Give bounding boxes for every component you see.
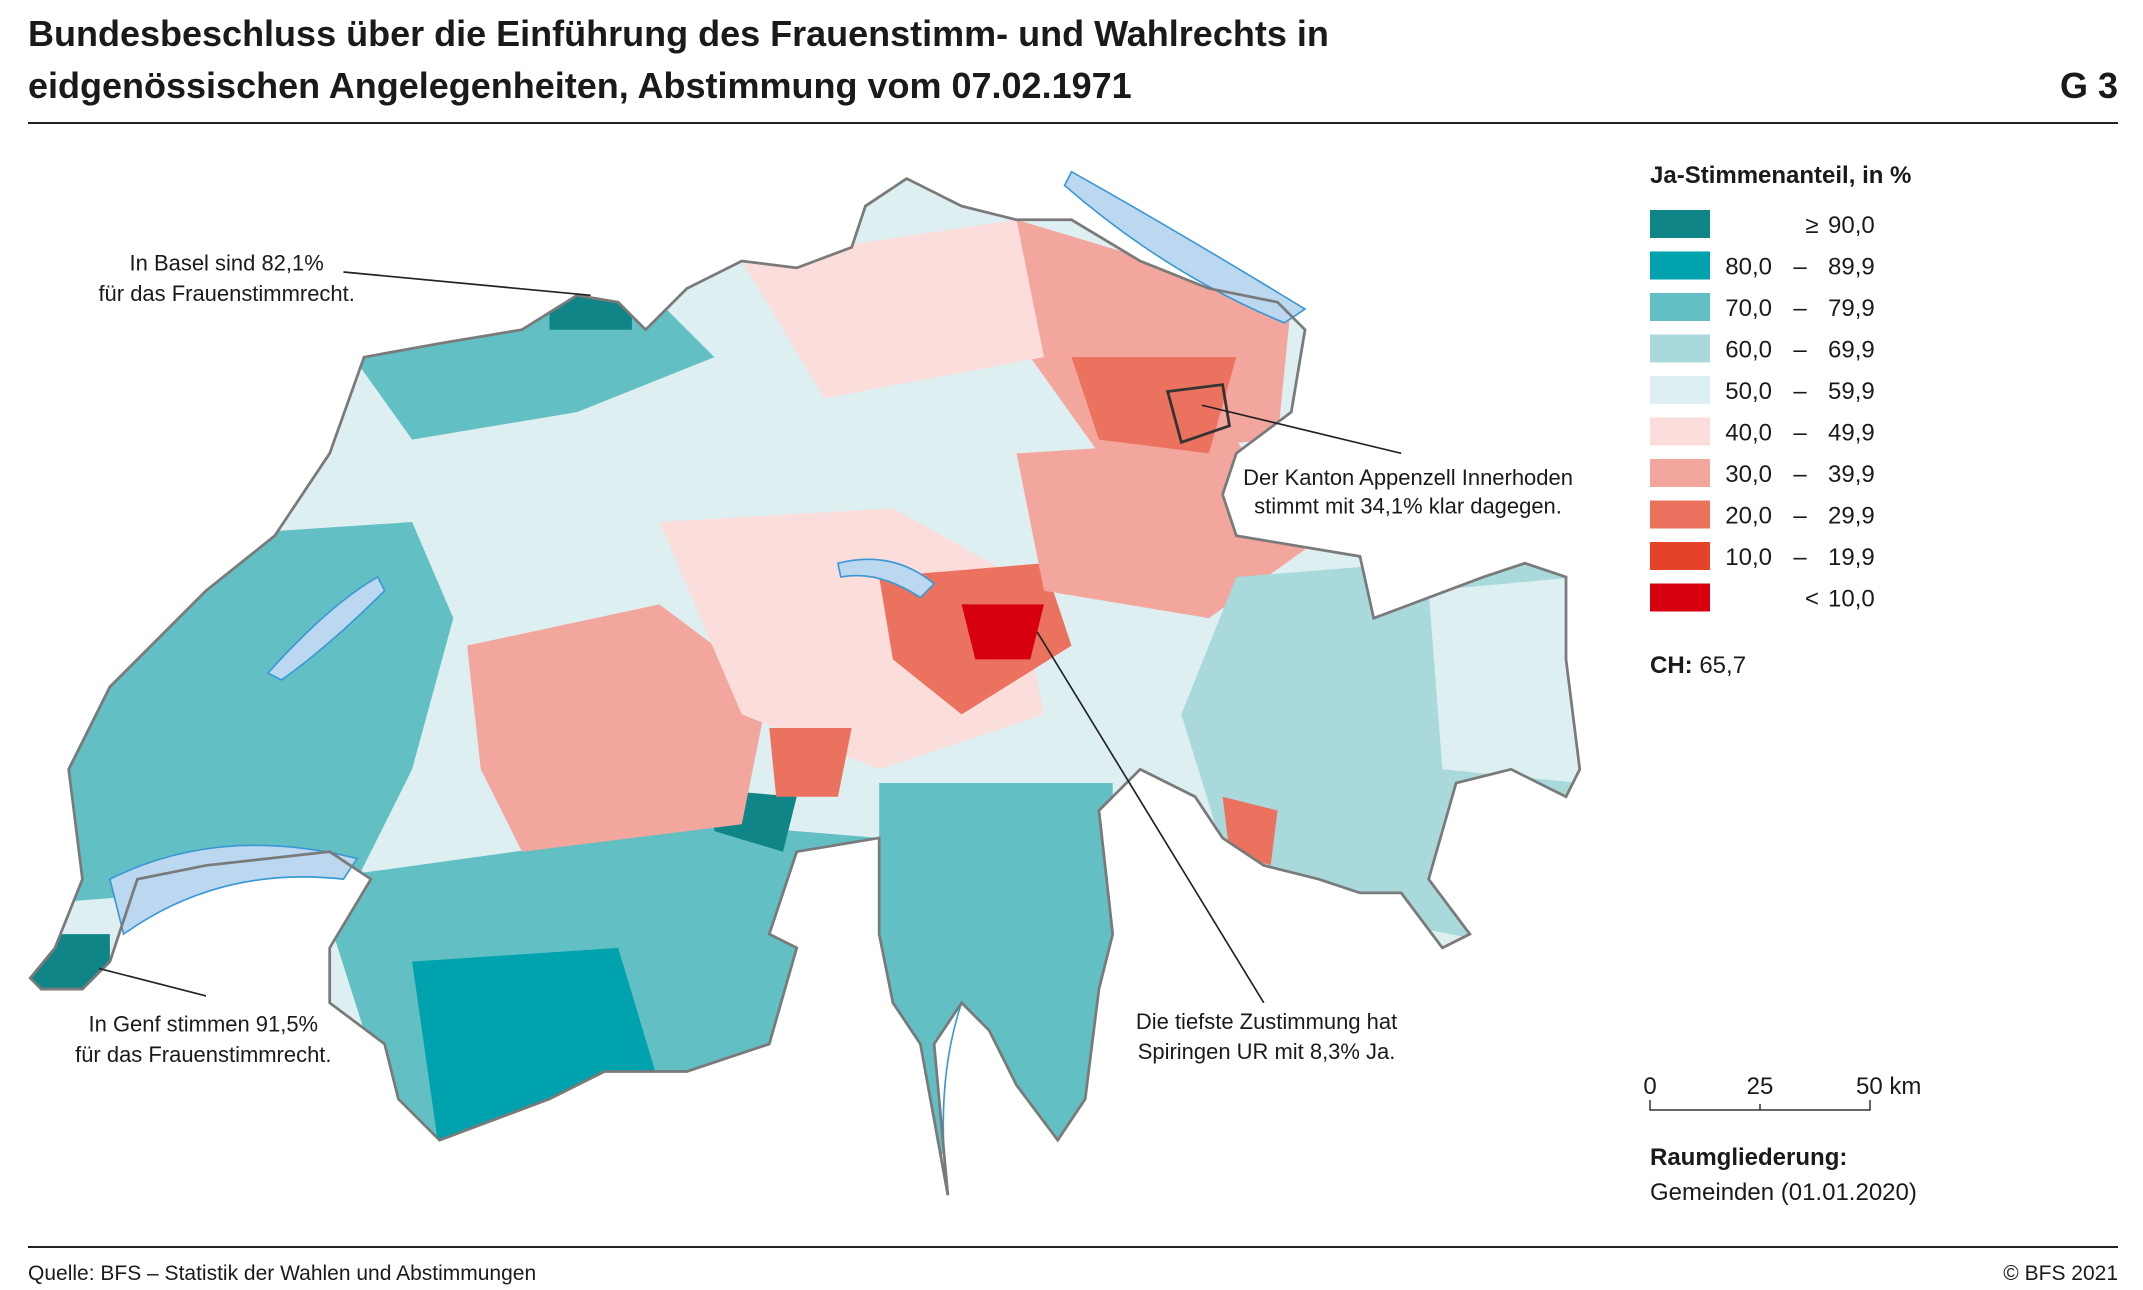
legend-dash: – [1793,420,1807,447]
annotation: für das Frauenstimmrecht. [98,281,354,306]
annotations: In Basel sind 82,1% für das Frauenstimmr… [75,251,1573,1067]
figure-label: G 3 [2060,65,2118,106]
legend-from: 40,0 [1725,420,1772,447]
annotation: Die tiefste Zustimmung hat [1136,1009,1397,1034]
legend-dash: < [1805,586,1819,613]
leaders [98,271,1402,1004]
map: In Basel sind 82,1% für das Frauenstimmr… [28,170,1582,1197]
legend-to: 10,0 [1828,586,1875,613]
legend-to: 39,9 [1828,461,1875,488]
legend-dash: – [1793,544,1807,571]
legend-dash: – [1793,503,1807,530]
legend-swatch [1650,293,1710,321]
legend-to: 59,9 [1828,378,1875,405]
annotation: für das Frauenstimmrecht. [75,1042,331,1067]
legend-swatch [1650,210,1710,238]
legend-swatch [1650,417,1710,446]
legend-from: 10,0 [1725,544,1772,571]
legend-to: 49,9 [1828,420,1875,447]
annotation: In Basel sind 82,1% [130,251,324,276]
source: Quelle: BFS – Statistik der Wahlen und A… [28,1262,536,1285]
legend-dash: – [1793,378,1807,405]
legend-swatch [1650,251,1710,280]
spatial-title: Raumgliederung: [1650,1144,1847,1171]
title-line: Bundesbeschluss über die Einführung des … [28,13,1329,54]
annotation: Der Kanton Appenzell Innerhoden [1243,465,1573,490]
legend-swatch [1650,542,1710,570]
legend-to: 79,9 [1828,295,1875,322]
total: CH: 65,7 [1650,652,1746,679]
legend-title: Ja-Stimmenanteil, in % [1650,162,1911,189]
scale-label: 25 [1747,1073,1774,1100]
legend-swatch [1650,583,1710,612]
legend-from: 20,0 [1725,503,1772,530]
scale-label: 0 [1643,1073,1656,1100]
total-label: CH: [1650,652,1693,679]
legend-dash: – [1793,337,1807,364]
legend-to: 19,9 [1828,544,1875,571]
lakes [108,170,1307,1196]
legend-from: 80,0 [1725,254,1772,281]
legend-to: 89,9 [1828,254,1875,281]
legend-from: 60,0 [1725,337,1772,364]
legend-from: 50,0 [1725,378,1772,405]
annotation: In Genf stimmen 91,5% [89,1012,319,1037]
legend-to: 90,0 [1828,212,1875,239]
scale-label: 50 km [1856,1073,1921,1100]
spatial-value: Gemeinden (01.01.2020) [1650,1179,1917,1206]
scale-bar: 0 25 50 km [1643,1073,1921,1111]
legend-dash: – [1793,295,1807,322]
annotation: Spiringen UR mit 8,3% Ja. [1138,1039,1396,1064]
legend-swatch [1650,376,1710,404]
legend-dash: – [1793,254,1807,281]
legend-from: 30,0 [1725,461,1772,488]
legend-swatch [1650,334,1710,363]
legend-to: 29,9 [1828,503,1875,530]
annotation: stimmt mit 34,1% klar dagegen. [1254,494,1562,519]
copyright: © BFS 2021 [2003,1262,2118,1285]
legend-swatch [1650,500,1710,529]
legend-dash: ≥ [1805,212,1818,239]
canton-border [1165,383,1232,445]
legend: ≥90,080,0–89,970,0–79,960,0–69,950,0–59,… [1650,210,1875,613]
legend-dash: – [1793,461,1807,488]
legend-to: 69,9 [1828,337,1875,364]
legend-swatch [1650,459,1710,487]
total-value: 65,7 [1699,652,1746,679]
legend-from: 70,0 [1725,295,1772,322]
title-line: eidgenössischen Angelegenheiten, Abstimm… [28,65,1132,106]
